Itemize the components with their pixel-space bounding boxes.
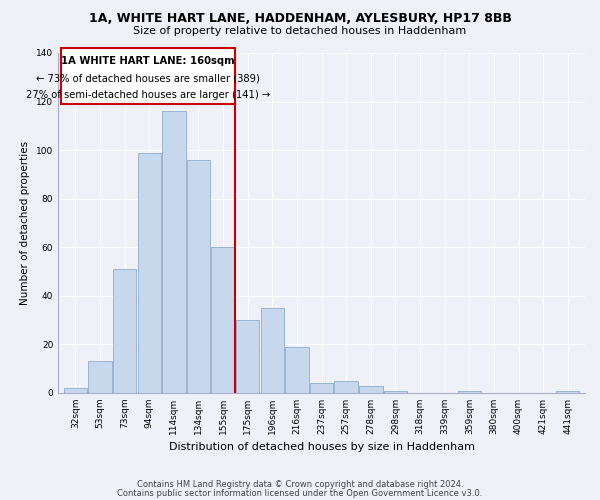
Text: 1A WHITE HART LANE: 160sqm: 1A WHITE HART LANE: 160sqm [61, 56, 235, 66]
Bar [556, 390, 580, 393]
Bar [211, 247, 235, 393]
Bar [162, 112, 185, 393]
Bar [334, 381, 358, 393]
Bar [260, 308, 284, 393]
Bar [310, 383, 333, 393]
X-axis label: Distribution of detached houses by size in Haddenham: Distribution of detached houses by size … [169, 442, 475, 452]
Bar [236, 320, 259, 393]
Bar [359, 386, 383, 393]
Bar [88, 362, 112, 393]
Y-axis label: Number of detached properties: Number of detached properties [20, 141, 31, 305]
Bar [137, 152, 161, 393]
Text: 1A, WHITE HART LANE, HADDENHAM, AYLESBURY, HP17 8BB: 1A, WHITE HART LANE, HADDENHAM, AYLESBUR… [89, 12, 511, 26]
Bar [64, 388, 87, 393]
Text: Contains HM Land Registry data © Crown copyright and database right 2024.: Contains HM Land Registry data © Crown c… [137, 480, 463, 489]
Bar [458, 390, 481, 393]
Text: ← 73% of detached houses are smaller (389): ← 73% of detached houses are smaller (38… [35, 74, 260, 84]
Bar [61, 48, 235, 104]
Text: Size of property relative to detached houses in Haddenham: Size of property relative to detached ho… [133, 26, 467, 36]
Text: Contains public sector information licensed under the Open Government Licence v3: Contains public sector information licen… [118, 488, 482, 498]
Bar [113, 269, 136, 393]
Bar [187, 160, 210, 393]
Text: 27% of semi-detached houses are larger (141) →: 27% of semi-detached houses are larger (… [26, 90, 270, 101]
Bar [285, 347, 308, 393]
Bar [384, 390, 407, 393]
